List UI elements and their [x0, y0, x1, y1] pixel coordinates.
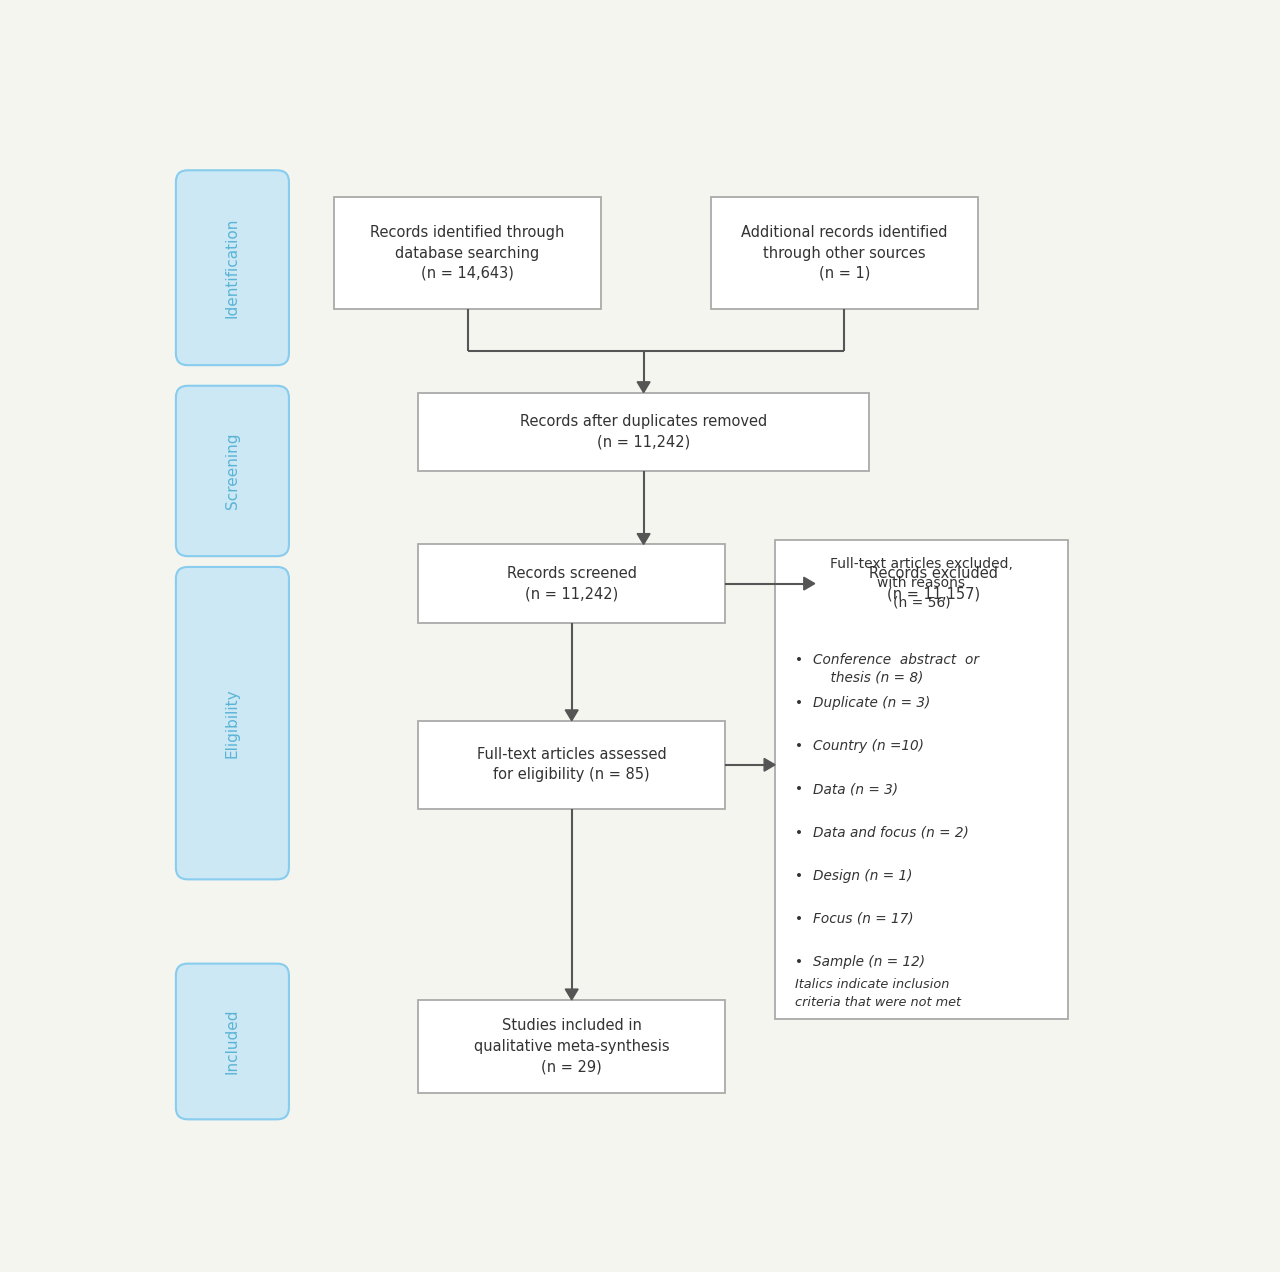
Text: Country (n =10): Country (n =10) — [813, 739, 924, 753]
Polygon shape — [566, 990, 579, 1000]
Text: Records after duplicates removed
(n = 11,242): Records after duplicates removed (n = 11… — [520, 415, 767, 449]
Polygon shape — [637, 382, 650, 393]
Text: •: • — [795, 826, 803, 840]
Text: •: • — [795, 869, 803, 883]
Text: •: • — [795, 696, 803, 710]
Polygon shape — [804, 577, 815, 590]
FancyBboxPatch shape — [815, 544, 1053, 623]
FancyBboxPatch shape — [175, 567, 289, 879]
Polygon shape — [566, 710, 579, 721]
Text: Design (n = 1): Design (n = 1) — [813, 869, 913, 883]
Text: Additional records identified
through other sources
(n = 1): Additional records identified through ot… — [741, 225, 947, 281]
Text: Full-text articles assessed
for eligibility (n = 85): Full-text articles assessed for eligibil… — [477, 747, 667, 782]
FancyBboxPatch shape — [175, 964, 289, 1119]
FancyBboxPatch shape — [417, 393, 869, 471]
FancyBboxPatch shape — [417, 544, 726, 623]
FancyBboxPatch shape — [776, 539, 1068, 1019]
Text: Studies included in
qualitative meta-synthesis
(n = 29): Studies included in qualitative meta-syn… — [474, 1019, 669, 1075]
Text: Data (n = 3): Data (n = 3) — [813, 782, 897, 796]
Text: Data and focus (n = 2): Data and focus (n = 2) — [813, 826, 969, 840]
Text: •: • — [795, 955, 803, 969]
Text: Records screened
(n = 11,242): Records screened (n = 11,242) — [507, 566, 636, 602]
Text: •: • — [795, 782, 803, 796]
Text: Sample (n = 12): Sample (n = 12) — [813, 955, 925, 969]
Text: Eligibility: Eligibility — [225, 688, 239, 758]
Text: •: • — [795, 653, 803, 667]
FancyBboxPatch shape — [417, 1000, 726, 1093]
Text: Duplicate (n = 3): Duplicate (n = 3) — [813, 696, 931, 710]
Text: Italics indicate inclusion
criteria that were not met: Italics indicate inclusion criteria that… — [795, 978, 961, 1009]
FancyBboxPatch shape — [710, 197, 978, 309]
FancyBboxPatch shape — [417, 721, 726, 809]
FancyBboxPatch shape — [175, 170, 289, 365]
Text: Included: Included — [225, 1009, 239, 1075]
FancyBboxPatch shape — [175, 385, 289, 556]
Text: •: • — [795, 739, 803, 753]
Text: Full-text articles excluded,
with reasons
(n = 56): Full-text articles excluded, with reason… — [829, 557, 1012, 609]
Text: Records excluded
(n = 11,157): Records excluded (n = 11,157) — [869, 566, 998, 602]
Polygon shape — [764, 758, 776, 771]
Text: Screening: Screening — [225, 432, 239, 509]
Text: Conference  abstract  or
    thesis (n = 8): Conference abstract or thesis (n = 8) — [813, 653, 979, 684]
Text: Focus (n = 17): Focus (n = 17) — [813, 912, 914, 926]
FancyBboxPatch shape — [334, 197, 602, 309]
Text: Identification: Identification — [225, 218, 239, 318]
Text: Records identified through
database searching
(n = 14,643): Records identified through database sear… — [370, 225, 564, 281]
Polygon shape — [637, 534, 650, 544]
Text: •: • — [795, 912, 803, 926]
